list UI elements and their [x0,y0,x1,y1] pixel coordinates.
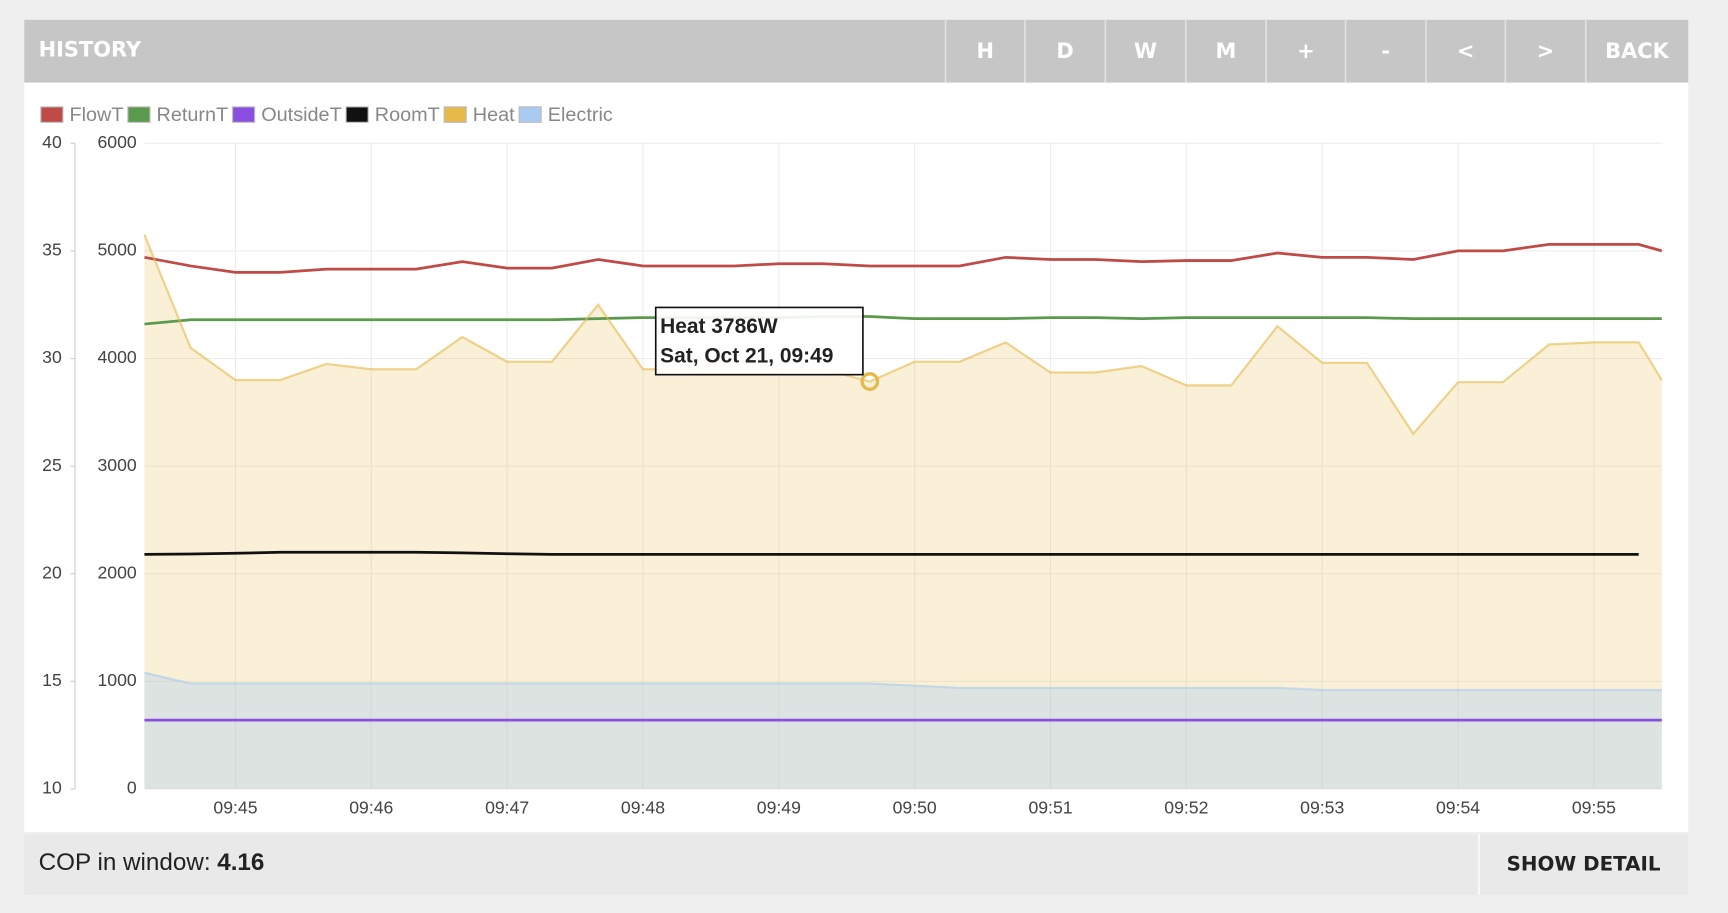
y2-tick-label: 3000 [97,455,136,475]
y2-tick-label: 1000 [97,670,136,690]
x-tick-label: 09:54 [1436,797,1480,817]
x-tick-label: 09:45 [213,797,257,817]
legend-label: Heat [473,104,515,126]
legend-swatch [345,106,369,123]
y-tick-label: 15 [42,670,62,690]
y-tick-label: 25 [42,455,62,475]
series-line [144,243,1663,274]
y-tick-label: 10 [42,778,62,798]
y2-tick-label: 5000 [97,240,136,260]
legend-swatch [518,106,542,123]
header-bar [24,19,1689,83]
x-tick-label: 09:48 [621,797,665,817]
header-button[interactable]: M [1216,39,1237,63]
y-tick-label: 40 [42,132,62,152]
y-tick-label: 20 [42,562,62,582]
y2-tick-label: 6000 [97,132,136,152]
header-button[interactable]: + [1297,39,1315,63]
x-tick-label: 09:50 [893,797,937,817]
y2-tick-label: 0 [127,778,137,798]
tooltip-text: Heat 3786W [660,315,778,338]
y-tick-label: 35 [42,240,62,260]
series-line [144,550,1639,556]
y-tick-label: 30 [42,347,62,367]
header-button[interactable]: H [976,39,994,63]
y2-tick-label: 4000 [97,347,136,367]
x-tick-label: 09:55 [1572,797,1616,817]
show-detail-button[interactable]: SHOW DETAIL [1507,853,1661,876]
legend-label: Electric [548,104,613,126]
x-tick-label: 09:49 [757,797,801,817]
series-line [144,671,1662,692]
legend-swatch [127,106,151,123]
area-fill [144,672,1662,789]
x-tick-label: 09:51 [1028,797,1072,817]
cop-text: COP in window: 4.16 [39,849,265,876]
area-fill [144,234,1662,789]
tooltip-box [654,306,864,376]
legend-label: FlowT [69,104,123,126]
x-tick-label: 09:53 [1300,797,1344,817]
x-tick-label: 09:52 [1164,797,1208,817]
header-button[interactable]: D [1056,39,1073,63]
cop-label: COP in window: [39,849,211,876]
header-button[interactable]: BACK [1605,39,1669,63]
header-button[interactable]: - [1381,39,1390,63]
header-button[interactable]: > [1537,39,1555,63]
legend-swatch [443,106,467,123]
hover-point [860,372,880,391]
legend-label: ReturnT [157,104,229,126]
series-line [143,234,1663,436]
x-tick-label: 09:47 [485,797,529,817]
y2-tick-label: 2000 [97,562,136,582]
header-button[interactable]: < [1457,39,1475,63]
x-tick-label: 09:46 [349,797,393,817]
legend-swatch [40,106,64,123]
footer-bar [24,834,1689,895]
chart-panel [24,82,1689,832]
series-line [144,315,1662,326]
tooltip-text: Sat, Oct 21, 09:49 [660,345,833,368]
header-button[interactable]: W [1134,39,1157,63]
legend-label: OutsideT [261,104,341,126]
header-title: HISTORY [39,38,142,62]
cop-value: 4.16 [217,849,264,876]
legend-label: RoomT [375,104,440,126]
legend-swatch [232,106,256,123]
